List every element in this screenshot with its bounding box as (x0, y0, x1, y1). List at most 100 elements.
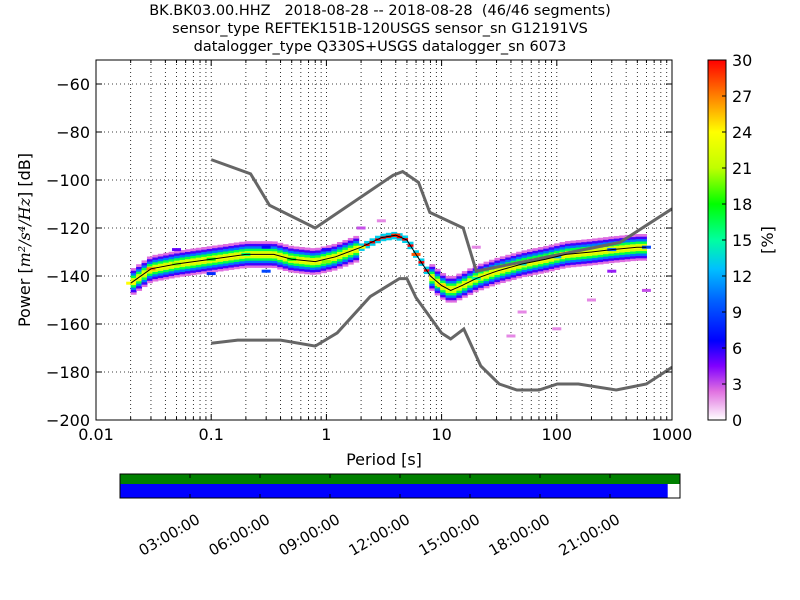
heatmap-cell (201, 271, 208, 274)
heatmap-cell (570, 240, 577, 244)
heatmap-cell (597, 247, 604, 251)
heatmap-cell (190, 253, 197, 257)
heatmap-cell (630, 258, 637, 262)
heatmap-cell (282, 258, 289, 262)
heatmap-cell (624, 239, 631, 243)
heatmap-cell (543, 267, 550, 271)
heatmap-cell (608, 253, 615, 256)
heatmap-cell (608, 250, 615, 254)
heatmap-cell (532, 248, 539, 251)
heatmap-cell (331, 258, 338, 261)
heatmap-cell (179, 252, 186, 256)
heatmap-cell (157, 256, 164, 259)
heatmap-cell (163, 267, 170, 270)
heatmap-cell (445, 295, 452, 298)
heatmap-cell (347, 252, 354, 256)
heatmap-cell (494, 274, 501, 278)
heatmap-cell (488, 283, 495, 287)
heatmap-cell (635, 253, 642, 256)
heatmap-cell (641, 236, 647, 240)
heatmap-cell (304, 266, 311, 270)
heatmap-cell (630, 251, 637, 254)
heatmap-cell (152, 262, 159, 265)
heatmap-cell (174, 250, 181, 254)
heatmap-cell (450, 285, 457, 289)
heatmap-cell (146, 275, 153, 279)
heatmap-cell (467, 285, 474, 288)
heatmap-cell (157, 273, 164, 276)
heatmap-cell (597, 237, 604, 241)
heatmap-cell (565, 243, 571, 247)
heatmap-cell (554, 243, 561, 247)
heatmap-cell (478, 270, 485, 274)
heatmap-cell (607, 269, 617, 273)
heatmap-cell (376, 219, 386, 223)
heatmap-cell (228, 248, 235, 251)
heatmap-cell (527, 249, 533, 252)
heatmap-cell (472, 284, 479, 288)
heatmap-cell (635, 258, 642, 261)
heatmap-cell (467, 282, 474, 286)
heatmap-cell (565, 248, 571, 251)
heatmap-cell (277, 250, 284, 253)
heatmap-cell (440, 294, 447, 298)
heatmap-cell (516, 268, 523, 272)
heatmap-cell (483, 264, 490, 267)
heatmap-cell (543, 262, 550, 266)
heatmap-cell (586, 253, 593, 257)
heatmap-cell (212, 250, 219, 253)
heatmap-cell (510, 274, 517, 278)
heatmap-cell (244, 241, 251, 244)
heatmap-cell (309, 262, 316, 266)
heatmap-cell (342, 263, 349, 267)
heatmap-cell (554, 264, 561, 268)
heatmap-cell (575, 264, 582, 267)
heatmap-cell (130, 289, 137, 293)
heatmap-cell (342, 249, 349, 253)
heatmap-cell (168, 261, 175, 265)
heatmap-cell (527, 254, 533, 257)
colorbar-tick-label: 18 (732, 195, 752, 214)
heatmap-cell (146, 278, 153, 281)
colorbar: 0 3 6 9 12 15 18 21 24 27 30 [%] (707, 51, 777, 430)
heatmap-cell (282, 268, 289, 272)
noise-model-low (211, 277, 672, 392)
heatmap-cell (597, 259, 604, 263)
heatmap-cell (429, 266, 436, 270)
heatmap-cell (163, 274, 170, 278)
heatmap-cell (630, 239, 637, 242)
heatmap-cell (581, 253, 588, 257)
heatmap-cell (450, 295, 457, 298)
y-axis-ticks: −200 −180 −160 −140 −120 −100 −80 −60 (46, 75, 672, 430)
heatmap-cell (212, 267, 219, 270)
heatmap-cell (326, 264, 333, 268)
heatmap-cell (510, 258, 517, 261)
heatmap-cell (168, 270, 175, 274)
heatmap-cell (510, 260, 517, 264)
heatmap-cell (201, 247, 208, 250)
heatmap-cell (336, 251, 343, 255)
heatmap-cell (554, 245, 561, 249)
heatmap-cell (510, 270, 517, 273)
heatmap-cell (597, 254, 604, 258)
heatmap-cell (391, 231, 398, 235)
heatmap-cell (195, 254, 202, 258)
heatmap-cell (233, 247, 240, 250)
heatmap-cell (298, 251, 305, 255)
heatmap-cell (445, 285, 452, 289)
heatmap-cell (152, 276, 159, 280)
heatmap-cell (326, 249, 333, 253)
heatmap-cell (331, 253, 338, 257)
heatmap-cell (516, 266, 523, 269)
heatmap-cell (505, 259, 512, 263)
heatmap-cell (613, 245, 620, 249)
heatmap-cell (374, 240, 381, 244)
colorbar-tick-label: 3 (732, 375, 742, 394)
heatmap-cell (532, 255, 539, 259)
heatmap-cell (488, 274, 495, 277)
heatmap-cell (244, 262, 251, 266)
heatmap-cell (201, 263, 208, 267)
heatmap-cell (619, 242, 626, 246)
heatmap-cell (499, 280, 506, 284)
heatmap-cell (190, 270, 197, 273)
